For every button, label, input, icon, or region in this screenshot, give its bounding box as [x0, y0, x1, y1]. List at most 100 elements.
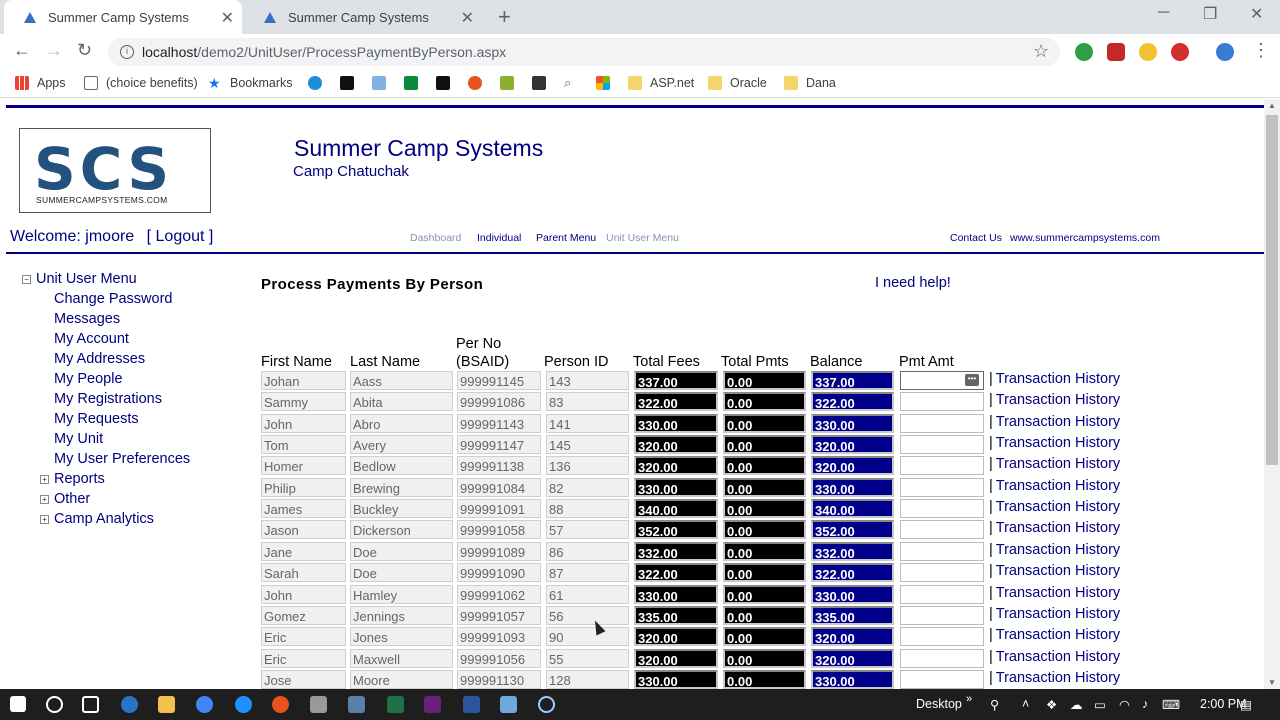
collapse-icon[interactable]: − [22, 275, 31, 284]
close-tab-icon[interactable]: ✕ [460, 10, 474, 27]
transaction-history-link[interactable]: | Transaction History [989, 478, 1120, 494]
bookmark-star-icon[interactable]: ☆ [1033, 41, 1050, 61]
close-tab-icon[interactable]: ✕ [220, 10, 234, 27]
transaction-history-link[interactable]: | Transaction History [989, 627, 1120, 643]
transaction-history-link[interactable]: | Transaction History [989, 499, 1120, 515]
bookmark-firefox[interactable] [468, 76, 490, 90]
sql-icon[interactable] [348, 696, 365, 713]
pmt-amt-input[interactable] [900, 477, 984, 497]
minimize-icon[interactable]: ─ [1158, 4, 1170, 21]
pmt-amt-input[interactable] [900, 605, 984, 625]
bookmark-hte[interactable] [340, 76, 362, 90]
nav-contact-us[interactable]: Contact Us [950, 232, 1002, 244]
task-view-icon[interactable] [82, 696, 99, 713]
expand-icon[interactable]: + [40, 515, 49, 524]
help-link[interactable]: I need help! [875, 275, 951, 291]
transaction-history-link[interactable]: | Transaction History [989, 585, 1120, 601]
pmt-amt-input[interactable] [900, 413, 984, 433]
bookmark-tc[interactable] [404, 76, 426, 90]
restore-icon[interactable]: ❐ [1203, 6, 1218, 23]
toolbar-expand-icon[interactable]: » [966, 693, 973, 705]
pmt-amt-input[interactable] [900, 648, 984, 668]
reload-icon[interactable]: ↻ [77, 40, 93, 60]
volume-icon[interactable]: ♪ [1142, 697, 1149, 711]
app3-icon[interactable] [538, 696, 555, 713]
chrome-icon[interactable] [196, 696, 213, 713]
bookmark-e[interactable] [436, 76, 458, 90]
menu-item-my-people[interactable]: My People [54, 371, 123, 387]
transaction-history-link[interactable]: | Transaction History [989, 414, 1120, 430]
bookmark-aspnet[interactable]: ASP.net [628, 76, 694, 90]
cortana-icon[interactable] [46, 696, 63, 713]
transaction-history-link[interactable]: | Transaction History [989, 392, 1120, 408]
back-arrow-icon[interactable]: ← [13, 40, 31, 60]
expand-icon[interactable]: + [40, 495, 49, 504]
bookmark-choice-benefits[interactable]: (choice benefits) [84, 76, 198, 90]
firefox-taskbar-icon[interactable] [272, 696, 289, 713]
menu-group-reports[interactable]: + Reports [40, 471, 105, 487]
pmt-amt-input[interactable] [900, 435, 984, 455]
menu-item-my-unit[interactable]: My Unit [54, 431, 104, 447]
ime-icon[interactable]: ⌨ [1162, 698, 1181, 712]
file-explorer-icon[interactable] [158, 696, 175, 713]
bookmark-bookmarks[interactable]: ★ Bookmarks [208, 76, 293, 90]
scroll-up-icon[interactable]: ▲ [1268, 101, 1276, 110]
nav-unit-user-menu[interactable]: Unit User Menu [606, 232, 679, 244]
bookmark-apps[interactable]: Apps [15, 76, 66, 90]
nav-dashboard[interactable]: Dashboard [410, 232, 462, 244]
window-close-icon[interactable]: ✕ [1250, 6, 1264, 23]
notifications-icon[interactable]: ▤ [1240, 698, 1252, 712]
address-bar[interactable]: localhost/demo2/UnitUser/ProcessPaymentB… [108, 38, 1060, 66]
page-scrollbar[interactable]: ▲ ▼ [1264, 99, 1280, 689]
bookmark-m[interactable] [372, 76, 394, 90]
pmt-amt-input[interactable]: ••• [900, 371, 984, 390]
people-icon[interactable]: ⚲ [990, 698, 1000, 712]
menu-item-my-addresses[interactable]: My Addresses [54, 351, 146, 367]
scs-logo[interactable]: SCS SUMMERCAMPSYSTEMS.COM [19, 128, 211, 213]
bookmark-att[interactable] [308, 76, 330, 90]
battery-icon[interactable]: ▭ [1094, 698, 1106, 712]
pmt-amt-input[interactable] [900, 392, 984, 412]
bookmark-microsoft[interactable] [596, 76, 618, 90]
bookmark-dana[interactable]: Dana [784, 76, 836, 90]
menu-item-my-registrations[interactable]: My Registrations [54, 391, 162, 407]
transaction-history-link[interactable]: | Transaction History [989, 542, 1120, 558]
bookmark-pc[interactable] [532, 76, 554, 90]
transaction-history-link[interactable]: | Transaction History [989, 456, 1120, 472]
pmt-amt-input[interactable] [900, 563, 984, 583]
expand-icon[interactable]: + [40, 475, 49, 484]
menu-item-my-requests[interactable]: My Requests [54, 411, 139, 427]
desktop-toolbar[interactable]: Desktop [916, 697, 962, 711]
profile-avatar-icon[interactable] [1216, 43, 1234, 61]
pmt-amt-input[interactable] [900, 541, 984, 561]
tray-chevron-icon[interactable]: ˄ [1022, 697, 1030, 711]
transaction-history-link[interactable]: | Transaction History [989, 649, 1120, 665]
menu-root[interactable]: − Unit User Menu [22, 271, 137, 287]
scroll-down-icon[interactable]: ▼ [1268, 678, 1276, 687]
wifi-icon[interactable]: ◠ [1119, 698, 1130, 712]
extension-lastpass-icon[interactable] [1107, 43, 1125, 61]
nav-parent-menu[interactable]: Parent Menu [536, 232, 597, 244]
windows-start-icon[interactable] [10, 696, 26, 712]
extension-glasses-icon[interactable] [1139, 43, 1157, 61]
nav-website[interactable]: www.summercampsystems.com [1010, 232, 1160, 244]
bookmark-search[interactable]: ⌕ [564, 76, 586, 90]
bookmark-h[interactable] [500, 76, 522, 90]
menu-item-messages[interactable]: Messages [54, 311, 121, 327]
onedrive-icon[interactable]: ☁ [1070, 698, 1083, 712]
clock[interactable]: 2:00 PM [1200, 697, 1247, 711]
site-info-icon[interactable]: i [120, 45, 134, 59]
transaction-history-link[interactable]: | Transaction History [989, 371, 1120, 387]
nav-individual[interactable]: Individual [477, 232, 522, 244]
menu-group-camp-analytics[interactable]: + Camp Analytics [40, 511, 154, 527]
browser-tab-active[interactable]: Summer Camp Systems ✕ [4, 0, 242, 34]
transaction-history-link[interactable]: | Transaction History [989, 606, 1120, 622]
visual-studio-icon[interactable] [424, 696, 441, 713]
pmt-amt-input[interactable] [900, 584, 984, 604]
new-tab-icon[interactable]: + [498, 4, 511, 29]
scrollbar-thumb[interactable] [1266, 115, 1278, 465]
edge-icon[interactable] [121, 696, 138, 713]
dropbox-icon[interactable]: ❖ [1046, 698, 1058, 712]
menu-item-my-user-preferences[interactable]: My User Preferences [54, 451, 191, 467]
word-icon[interactable] [463, 696, 480, 713]
